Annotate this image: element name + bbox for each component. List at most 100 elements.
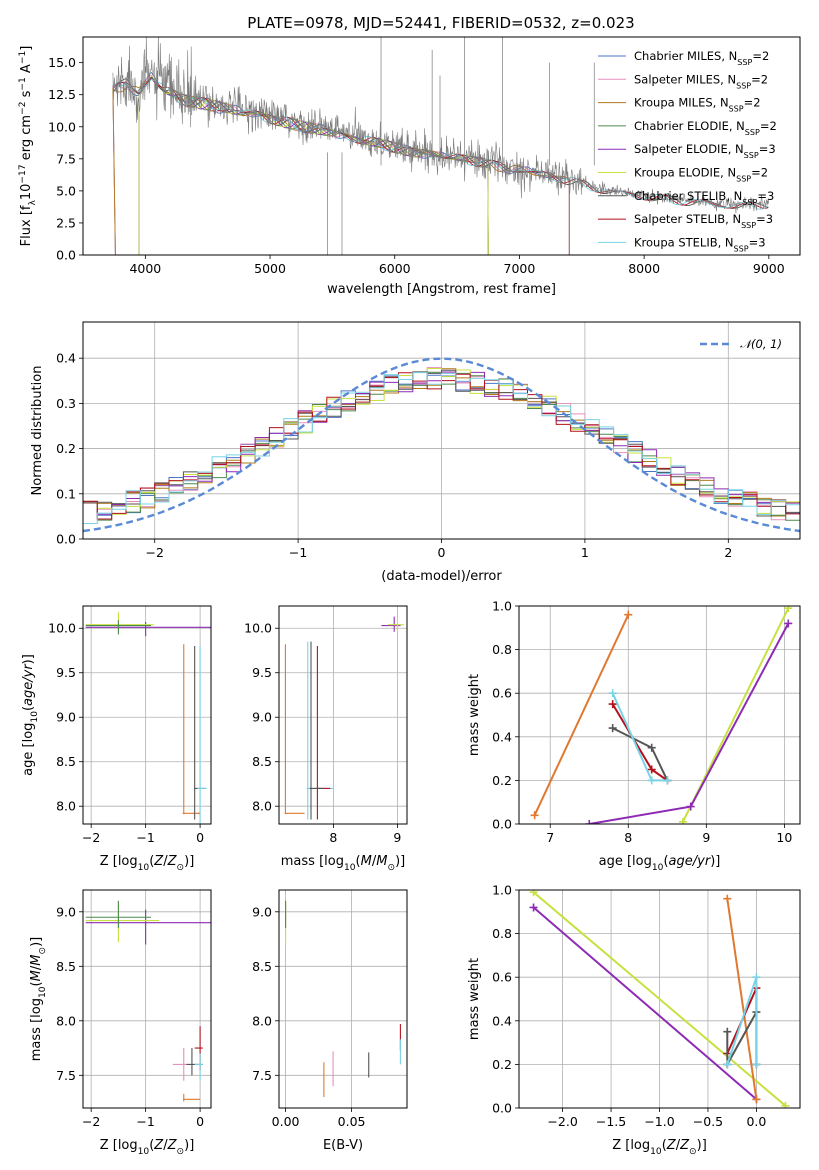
y-tick-label: 8.0: [56, 1013, 76, 1028]
x-tick-label: 1: [581, 545, 589, 560]
weight-marker: [624, 610, 633, 619]
legend-entry: Salpeter ELODIE, NSSP=3: [634, 142, 776, 160]
x-tick-label: 0.0: [746, 1114, 766, 1129]
weight-marker: [784, 606, 793, 613]
residuals-x-label: (data-model)/error: [381, 569, 502, 584]
y-tick-label: 0.0: [492, 817, 512, 832]
x-tick-label: 0.00: [272, 1114, 300, 1129]
x-tick-label: −1.0: [644, 1114, 674, 1129]
y-tick-label: 10.0: [244, 621, 272, 636]
weight-marker: [723, 894, 732, 903]
weight-age-x-label: age [log10(age/yr)]: [599, 854, 721, 873]
y-tick-label: 1.0: [492, 883, 512, 898]
y-tick-label: 0.6: [492, 970, 512, 985]
spectrum-legend: Chabrier MILES, NSSP=2 Salpeter MILES, NS…: [598, 49, 777, 253]
weight-vs-metallicity-panel: −2.0 −1.5 −1.0 −0.5 0.0 0.0 0.2 0.4 0.6 0.8 1.0 mas…: [467, 883, 801, 1157]
legend-entry: Kroupa MILES, NSSP=2: [634, 96, 761, 114]
weight-marker: [686, 802, 695, 811]
age-vs-metallicity-panel: −2 −1 0 8.0 8.5 9.0 9.5 10.0 Z [log10(Z/Z⊙)] age …: [21, 605, 212, 873]
x-tick-label: 0: [196, 830, 204, 845]
weight-marker: [608, 724, 617, 733]
y-tick-label: 0.8: [492, 926, 512, 941]
x-tick-label: −2: [82, 1114, 100, 1129]
x-tick-label: 5000: [254, 261, 286, 276]
mass-Z-errorbar: [85, 909, 211, 945]
age-Z-errorbar: [182, 812, 200, 815]
plot-area: [285, 900, 401, 1098]
weight-y-label: mass weight: [467, 958, 482, 1040]
y-tick-label: 0.2: [56, 441, 76, 456]
y-tick-label: 8.5: [56, 754, 76, 769]
age-mass-errorbar: [387, 617, 404, 632]
figure-title: PLATE=0978, MJD=52441, FIBERID=0532, z=0…: [247, 14, 634, 32]
mass-Z-y-label: mass [log10(M/M⊙)]: [29, 937, 48, 1061]
y-tick-label: 2.5: [56, 215, 76, 230]
age-mass-errorbar: [284, 644, 305, 815]
y-tick-label: 12.5: [48, 87, 76, 102]
weight-marker: [647, 765, 656, 774]
residual-histogram-step: [83, 372, 800, 524]
weight-marker: [608, 689, 617, 698]
plot-area: [85, 900, 211, 1102]
y-tick-label: 9.0: [56, 710, 76, 725]
x-tick-label: −0.5: [693, 1114, 723, 1129]
age-Z-x-label: Z [log10(Z/Z⊙)]: [100, 854, 195, 873]
age-mass-x-label: mass [log10(M/M⊙)]: [281, 854, 405, 873]
weight-line: [533, 614, 630, 816]
plot-area: [85, 612, 211, 824]
y-tick-label: 0.3: [56, 396, 76, 411]
y-tick-label: 10.0: [48, 119, 76, 134]
axes-frame: [82, 36, 801, 256]
y-tick-label: 5.0: [56, 183, 76, 198]
x-tick-label: −1: [136, 1114, 154, 1129]
weight-marker: [752, 1060, 761, 1069]
y-tick-label: 0.0: [56, 532, 76, 547]
axes-frame: [82, 321, 801, 540]
age-Z-errorbar: [85, 620, 152, 635]
x-tick-label: 7: [546, 830, 554, 845]
legend-entry: Chabrier ELODIE, NSSP=2: [634, 119, 777, 137]
weight-marker: [781, 1101, 790, 1108]
legend-entry: Kroupa STELIB, NSSP=3: [634, 235, 766, 253]
y-tick-label: 0.4: [56, 351, 76, 366]
normal-curve-line: [83, 357, 800, 533]
y-tick-label: 9.0: [252, 710, 272, 725]
x-tick-label: −1: [289, 545, 307, 560]
residuals-panel: −2 −1 0 1 2 0.0 0.1 0.2 0.3 0.4 (data-model)/error…: [30, 321, 801, 584]
x-tick-label: 0: [196, 1114, 204, 1129]
plot-area: [284, 616, 404, 820]
weight-marker: [723, 1027, 732, 1036]
y-tick-label: 8.0: [252, 1013, 272, 1028]
y-tick-label: 8.0: [252, 799, 272, 814]
axes-frame: [278, 889, 408, 1109]
weight-line: [532, 891, 787, 1107]
weight-marker: [530, 811, 539, 820]
x-tick-label: 9: [702, 830, 710, 845]
weight-line: [589, 622, 790, 824]
y-tick-label: 7.5: [56, 151, 76, 166]
weight-marker: [752, 973, 761, 982]
x-tick-label: 8000: [628, 261, 660, 276]
x-tick-label: −2: [145, 545, 163, 560]
weight-marker: [608, 700, 617, 709]
x-tick-label: 9000: [753, 261, 785, 276]
mass-Z-x-label: Z [log10(Z/Z⊙)]: [100, 1138, 195, 1157]
age-Z-y-label: age [log10(age/yr)]: [21, 654, 40, 776]
age-Z-errorbar: [183, 644, 185, 815]
age-vs-mass-panel: 8 9 8.0 8.5 9.0 9.5 10.0 mass [log10(M/M⊙)]: [244, 605, 408, 873]
age-mass-errorbar: [316, 646, 331, 820]
y-tick-label: 0.2: [492, 773, 512, 788]
weight-line: [726, 898, 758, 1100]
residual-histogram-step: [83, 369, 800, 517]
y-tick-label: 8.5: [252, 754, 272, 769]
x-tick-label: 0.05: [338, 1114, 366, 1129]
spectrum-panel: 4000 5000 6000 7000 8000 9000 0.0 2.5 5.0 7.5 10.0…: [18, 36, 801, 297]
y-tick-label: 0.4: [492, 1013, 512, 1028]
weight-marker: [585, 820, 594, 824]
plot-area: [529, 890, 790, 1108]
weight-marker: [663, 776, 672, 785]
residuals-y-label: Normed distribution: [30, 366, 45, 496]
mass-Z-errorbar: [85, 900, 152, 929]
axes-frame: [278, 605, 408, 825]
